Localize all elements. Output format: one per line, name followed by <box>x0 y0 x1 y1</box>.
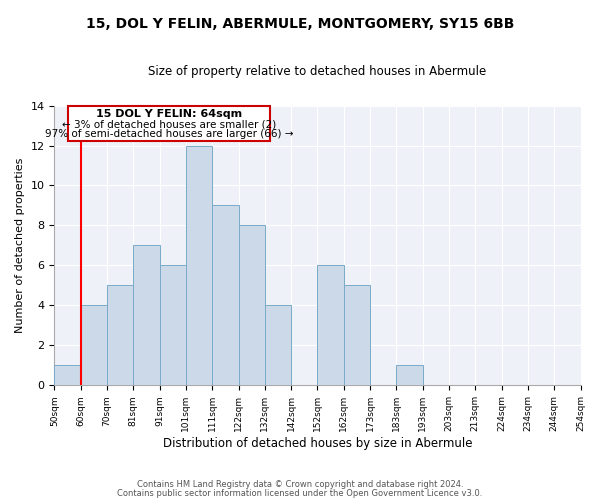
Bar <box>107 286 133 386</box>
FancyBboxPatch shape <box>68 106 270 140</box>
Title: Size of property relative to detached houses in Abermule: Size of property relative to detached ho… <box>148 65 487 78</box>
Text: 97% of semi-detached houses are larger (66) →: 97% of semi-detached houses are larger (… <box>44 129 293 139</box>
Bar <box>133 246 160 386</box>
Bar <box>186 146 212 386</box>
Bar <box>344 286 370 386</box>
Bar <box>265 306 291 386</box>
Bar <box>239 226 265 386</box>
Text: 15 DOL Y FELIN: 64sqm: 15 DOL Y FELIN: 64sqm <box>96 109 242 119</box>
Y-axis label: Number of detached properties: Number of detached properties <box>15 158 25 333</box>
X-axis label: Distribution of detached houses by size in Abermule: Distribution of detached houses by size … <box>163 437 472 450</box>
Text: ← 3% of detached houses are smaller (2): ← 3% of detached houses are smaller (2) <box>62 120 276 130</box>
Text: Contains public sector information licensed under the Open Government Licence v3: Contains public sector information licen… <box>118 489 482 498</box>
Bar <box>55 366 81 386</box>
Bar <box>212 206 239 386</box>
Bar <box>317 266 344 386</box>
Bar <box>397 366 422 386</box>
Bar <box>81 306 107 386</box>
Bar <box>160 266 186 386</box>
Text: Contains HM Land Registry data © Crown copyright and database right 2024.: Contains HM Land Registry data © Crown c… <box>137 480 463 489</box>
Text: 15, DOL Y FELIN, ABERMULE, MONTGOMERY, SY15 6BB: 15, DOL Y FELIN, ABERMULE, MONTGOMERY, S… <box>86 18 514 32</box>
